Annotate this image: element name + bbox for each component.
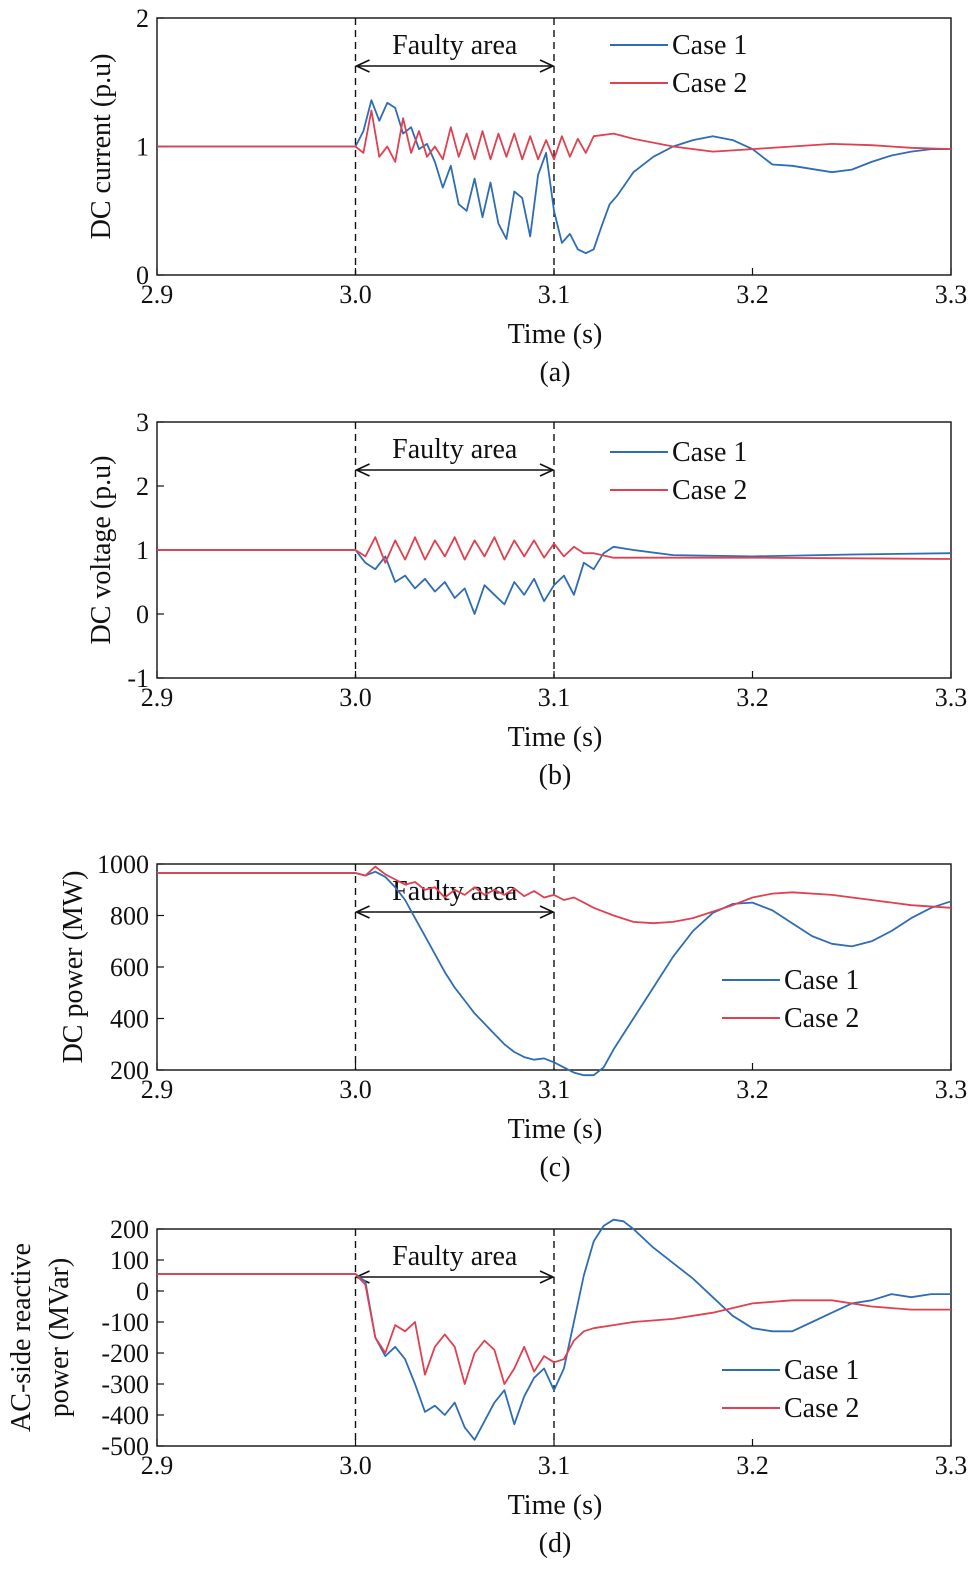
x-tick-label: 3.2: [736, 1451, 769, 1480]
x-tick-label: 3.2: [736, 280, 769, 309]
y-tick-label: -400: [101, 1401, 149, 1430]
y-axis-label: DC current (p.u): [86, 54, 117, 240]
x-tick-label: 2.9: [141, 1075, 174, 1104]
x-tick-label: 3.1: [538, 1451, 571, 1480]
fault-area-label: Faulty area: [392, 30, 518, 61]
x-axis-label: Time (s): [508, 1490, 603, 1521]
y-tick-label: 0: [136, 600, 149, 629]
series-line-case-2: [157, 109, 952, 163]
fault-arrow-head-left: [354, 59, 370, 73]
x-tick-label: 3.0: [339, 1451, 372, 1480]
x-tick-label: 2.9: [141, 683, 174, 712]
y-tick-label: 1000: [97, 850, 149, 879]
fault-arrow-head-right: [539, 1270, 555, 1284]
y-axis-label: DC power (MW): [58, 871, 89, 1064]
legend-label-case-1: Case 1: [784, 1355, 859, 1386]
y-tick-label: 0: [136, 261, 149, 290]
y-tick-label: 2: [136, 472, 149, 501]
y-axis-label: DC voltage (p.u): [86, 456, 117, 645]
x-tick-label: 3.0: [339, 683, 372, 712]
y-tick-label: 3: [136, 408, 149, 437]
x-tick-label: 3.3: [935, 1451, 968, 1480]
x-tick-label: 3.2: [736, 1075, 769, 1104]
y-tick-label: 200: [110, 1056, 149, 1085]
panel-2: 2.9 3.0 3.1 3.2 3.3 -1 0 1 2 3 Faulty area Case 1 Ca…: [86, 408, 967, 791]
y-tick-label: -1: [127, 664, 149, 693]
series-line-case-1: [157, 870, 952, 1077]
x-tick-label: 3.3: [935, 683, 968, 712]
fault-arrow-head-left: [354, 463, 370, 477]
legend-label-case-1: Case 1: [784, 965, 859, 996]
legend-label-case-2: Case 2: [672, 68, 747, 99]
legend-label-case-2: Case 2: [672, 475, 747, 506]
panel-caption: (d): [539, 1528, 572, 1559]
series-line-case-1: [157, 545, 952, 615]
x-axis-label: Time (s): [508, 1114, 603, 1145]
y-tick-label: 800: [110, 902, 149, 931]
x-tick-label: 3.3: [935, 1075, 968, 1104]
y-tick-label: 2: [136, 4, 149, 33]
x-axis-label: Time (s): [508, 319, 603, 350]
x-tick-label: 3.3: [935, 280, 968, 309]
x-axis-label: Time (s): [508, 722, 603, 753]
y-tick-label: 1: [136, 536, 149, 565]
panel-caption: (a): [539, 357, 570, 388]
fault-area-label: Faulty area: [392, 434, 518, 465]
y-tick-label: 0: [136, 1277, 149, 1306]
legend-label-case-1: Case 1: [672, 437, 747, 468]
y-tick-label: 200: [110, 1215, 149, 1244]
y-tick-label: -100: [101, 1308, 149, 1337]
series-line-case-2: [157, 536, 952, 564]
y-axis-label-line: power (MVar): [44, 1258, 75, 1417]
x-tick-label: 3.0: [339, 280, 372, 309]
y-tick-label: 100: [110, 1246, 149, 1275]
x-tick-label: 2.9: [141, 280, 174, 309]
panel-caption: (b): [539, 760, 572, 791]
y-tick-label: 400: [110, 1005, 149, 1034]
fault-arrow-head-left: [354, 905, 370, 919]
x-tick-label: 3.0: [339, 1075, 372, 1104]
y-tick-label: 1: [136, 133, 149, 162]
fault-arrow-head-right: [539, 905, 555, 919]
y-tick-label: 600: [110, 953, 149, 982]
panel-4: 2.9 3.0 3.1 3.2 3.3 -500-400-300-200-10001002…: [6, 1215, 967, 1559]
y-tick-label: -200: [101, 1339, 149, 1368]
panel-caption: (c): [539, 1152, 570, 1183]
y-tick-label: -300: [101, 1370, 149, 1399]
x-tick-label: 3.1: [538, 683, 571, 712]
y-axis-label: AC-side reactive power (MVar): [6, 1243, 75, 1432]
y-axis-label-line: AC-side reactive: [6, 1243, 37, 1432]
fault-area-label: Faulty area: [392, 1241, 518, 1272]
legend-label-case-1: Case 1: [672, 30, 747, 61]
y-tick-label: -500: [101, 1432, 149, 1461]
x-tick-label: 3.1: [538, 1075, 571, 1104]
x-tick-label: 3.1: [538, 280, 571, 309]
series-line-case-1: [157, 1218, 951, 1441]
series-line-case-2: [157, 865, 952, 925]
legend-label-case-2: Case 2: [784, 1393, 859, 1424]
series-line-case-2: [157, 1273, 951, 1385]
x-tick-label: 2.9: [141, 1451, 174, 1480]
x-tick-label: 3.2: [736, 683, 769, 712]
panel-1: 2.9 3.0 3.1 3.2 3.3 0 1 2 Faulty area Case 1 Case …: [86, 4, 967, 388]
fault-arrow-head-right: [539, 59, 555, 73]
legend-label-case-2: Case 2: [784, 1003, 859, 1034]
series-line-case-1: [157, 99, 951, 255]
fault-arrow-head-right: [539, 463, 555, 477]
